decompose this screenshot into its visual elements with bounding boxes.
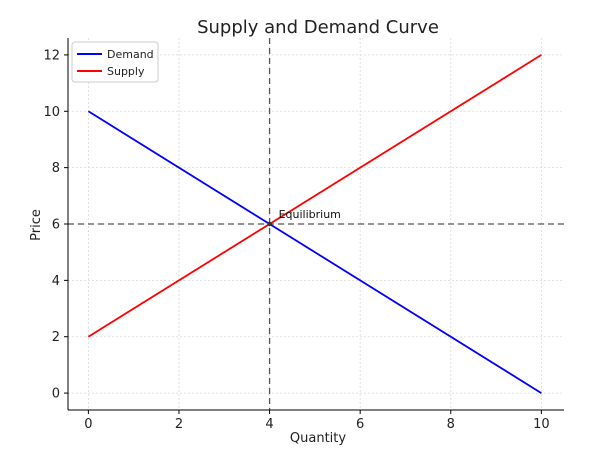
legend-label-demand: Demand — [107, 48, 154, 61]
y-tick-label-8: 8 — [52, 161, 60, 176]
x-tick-label-2: 2 — [175, 417, 183, 432]
y-tick-label-0: 0 — [52, 387, 60, 402]
y-tick-label-2: 2 — [52, 330, 60, 345]
series-lines — [87, 54, 542, 394]
equilibrium-annotation: Equilibrium — [279, 208, 341, 221]
x-tick-label-0: 0 — [84, 417, 92, 432]
x-axis-title: Quantity — [290, 431, 346, 446]
y-tick-label-12: 12 — [43, 48, 60, 63]
x-tick-label-8: 8 — [447, 417, 455, 432]
series-line-supply — [87, 54, 542, 338]
legend-label-supply: Supply — [107, 65, 145, 78]
x-tick-label-10: 10 — [533, 417, 550, 432]
y-tick-label-10: 10 — [43, 105, 60, 120]
equilibrium-points — [267, 221, 272, 227]
series-line-demand — [87, 110, 542, 394]
y-tick-label-6: 6 — [52, 218, 60, 233]
legend: Demand Supply — [71, 41, 159, 83]
chart-title: Supply and Demand Curve — [197, 17, 439, 38]
y-axis-title: Price — [29, 209, 44, 241]
equilibrium-point — [267, 221, 272, 227]
y-ticks: 0 2 4 6 8 10 12 — [43, 48, 68, 402]
x-tick-label-4: 4 — [265, 417, 273, 432]
x-tick-label-6: 6 — [356, 417, 364, 432]
x-ticks: 0 2 4 6 8 10 — [84, 410, 550, 432]
y-tick-label-4: 4 — [52, 274, 60, 289]
